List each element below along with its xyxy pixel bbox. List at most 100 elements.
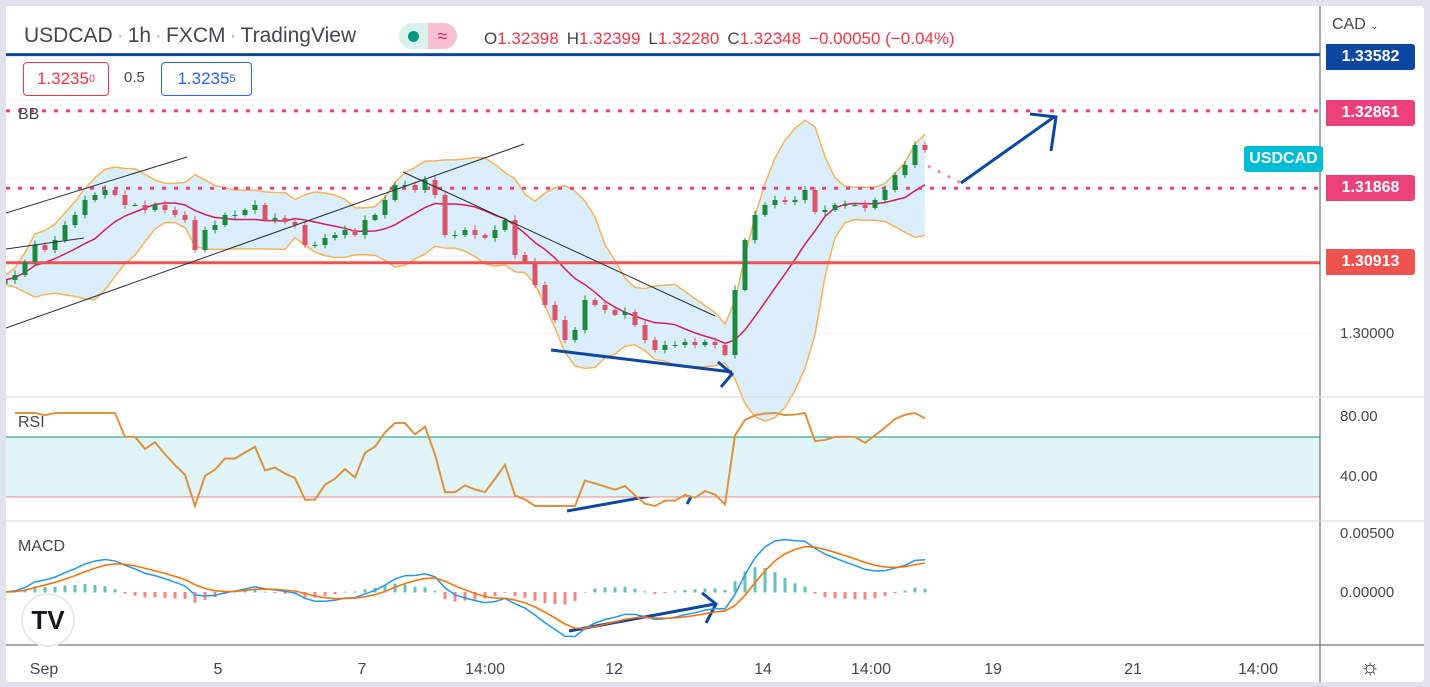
rsi-legend[interactable]: RSI [18, 414, 45, 431]
macd-histogram-bar [233, 591, 237, 593]
buy-price: 1.3235 [177, 69, 230, 88]
macd-histogram-bar [873, 592, 877, 599]
candle [202, 230, 208, 250]
currency-dropdown[interactable]: CAD ⌄ [1332, 16, 1379, 34]
macd-histogram-bar [673, 591, 677, 593]
high-value: 1.32399 [578, 29, 641, 48]
candle [272, 218, 278, 220]
macd-histogram-bar [923, 588, 927, 593]
macd-histogram-bar [133, 592, 137, 596]
buy-button[interactable]: 1.3235 5 [161, 62, 252, 96]
channel-upper-line[interactable] [6, 156, 188, 214]
candle [302, 225, 308, 246]
macd-histogram-bar [73, 585, 77, 593]
candle [422, 180, 428, 191]
downtrend-line[interactable] [402, 171, 716, 317]
macd-histogram-bar [803, 586, 807, 593]
macd-histogram-bar [243, 590, 247, 593]
macd-histogram-bar [43, 586, 47, 593]
macd-histogram-bar [513, 592, 517, 597]
candle [372, 214, 378, 220]
macd-histogram-bar [33, 586, 37, 593]
horizontal-levels[interactable] [6, 53, 1320, 265]
candle [662, 344, 668, 350]
candle [682, 342, 688, 345]
rsi-band [6, 437, 1320, 497]
gear-icon[interactable]: ☼ [1360, 654, 1381, 679]
price-tag-upper-dotted[interactable]: 1.32861 [1326, 100, 1415, 126]
macd-histogram-bar [573, 592, 577, 601]
candle [472, 230, 478, 236]
candle [52, 240, 58, 250]
candle [402, 185, 408, 187]
candle [652, 340, 658, 350]
candle [462, 230, 468, 236]
candle [902, 164, 908, 176]
candle [72, 214, 78, 226]
candle [502, 219, 508, 231]
macd-histogram-bar [403, 584, 407, 593]
bb-legend[interactable]: BB [18, 106, 40, 123]
market-status[interactable]: ≈ [399, 23, 457, 49]
macd-histogram-bar [603, 587, 607, 593]
macd-histogram-bar [143, 592, 147, 598]
macd-histogram-bar [553, 592, 557, 604]
time-label: 21 [1124, 661, 1142, 678]
channel-mid-line[interactable] [6, 237, 85, 250]
macd-histogram-bar [473, 592, 477, 600]
macd-histogram-bar [453, 592, 457, 602]
candle [12, 275, 18, 281]
candle [742, 240, 748, 291]
ohlc-legend: O1.32398 H1.32399 L1.32280 C1.32348 −0.00050… [484, 29, 963, 49]
candle [252, 204, 258, 210]
candle [542, 285, 548, 305]
candle [292, 221, 298, 226]
price-tag-red-level[interactable]: 1.30913 [1326, 249, 1415, 275]
currency-label: CAD [1332, 16, 1366, 33]
candles [6, 141, 928, 359]
macd-histogram-bar [893, 592, 897, 594]
macd-histogram-bar [353, 591, 357, 593]
macd-histogram-bar [713, 588, 717, 593]
candle [142, 204, 148, 210]
macd-histogram-bar [303, 592, 307, 598]
price-tag-lower-dotted[interactable]: 1.31868 [1326, 175, 1415, 201]
macd-legend[interactable]: MACD [18, 538, 66, 555]
bb-upper [6, 119, 926, 326]
channel-lower-line[interactable] [6, 143, 525, 329]
macd-pane [6, 538, 927, 638]
projection-dotted-line[interactable] [927, 164, 962, 185]
low-value: 1.32280 [657, 29, 720, 48]
chart-canvas[interactable] [6, 6, 1424, 682]
divergence-arrow-price[interactable] [550, 348, 733, 374]
macd-histogram-bar [193, 592, 197, 603]
candle [92, 195, 98, 200]
candle [262, 204, 268, 220]
sell-button[interactable]: 1.3235 0 [23, 62, 109, 96]
macd-histogram-bar [763, 568, 767, 593]
price-tag-blue-level[interactable]: 1.33582 [1326, 44, 1415, 70]
projection-arrow[interactable] [960, 115, 1055, 185]
candle [722, 344, 728, 355]
candle [712, 342, 718, 345]
macd-histogram-bar [383, 585, 387, 593]
market-open-icon [399, 23, 428, 49]
interval[interactable]: 1h [127, 24, 152, 47]
macd-histogram-bar [543, 592, 547, 604]
candle [322, 237, 328, 246]
tradingview-logo[interactable]: TV [21, 593, 75, 647]
macd-histogram-bar [93, 584, 97, 593]
chart-panel[interactable]: USDCAD · 1h · FXCM · TradingView ≈ O1.32398 H1.… [6, 6, 1424, 682]
candle [642, 325, 648, 341]
macd-histogram-bar [823, 592, 827, 598]
candle [182, 214, 188, 220]
open-value: 1.32398 [497, 29, 559, 48]
macd-histogram-bar [653, 592, 657, 594]
low-label: L [648, 29, 658, 48]
symbol[interactable]: USDCAD [24, 24, 113, 47]
macd-histogram-bar [183, 592, 187, 599]
bollinger-bands [6, 119, 926, 422]
chart-title[interactable]: USDCAD · 1h · FXCM · TradingView [24, 24, 356, 48]
candle [342, 230, 348, 236]
macd-histogram-bar [413, 586, 417, 593]
